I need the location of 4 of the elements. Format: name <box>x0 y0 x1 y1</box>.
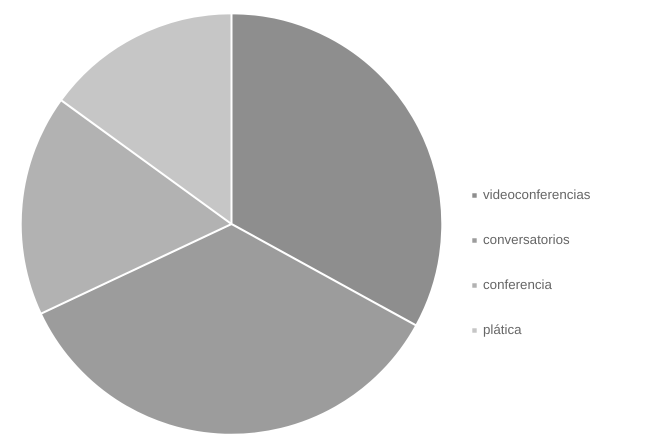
legend-label: conferencia <box>483 277 552 292</box>
legend-label: conversatorios <box>483 232 570 247</box>
legend-label: videoconferencias <box>483 187 590 202</box>
legend-label: plática <box>483 322 522 337</box>
